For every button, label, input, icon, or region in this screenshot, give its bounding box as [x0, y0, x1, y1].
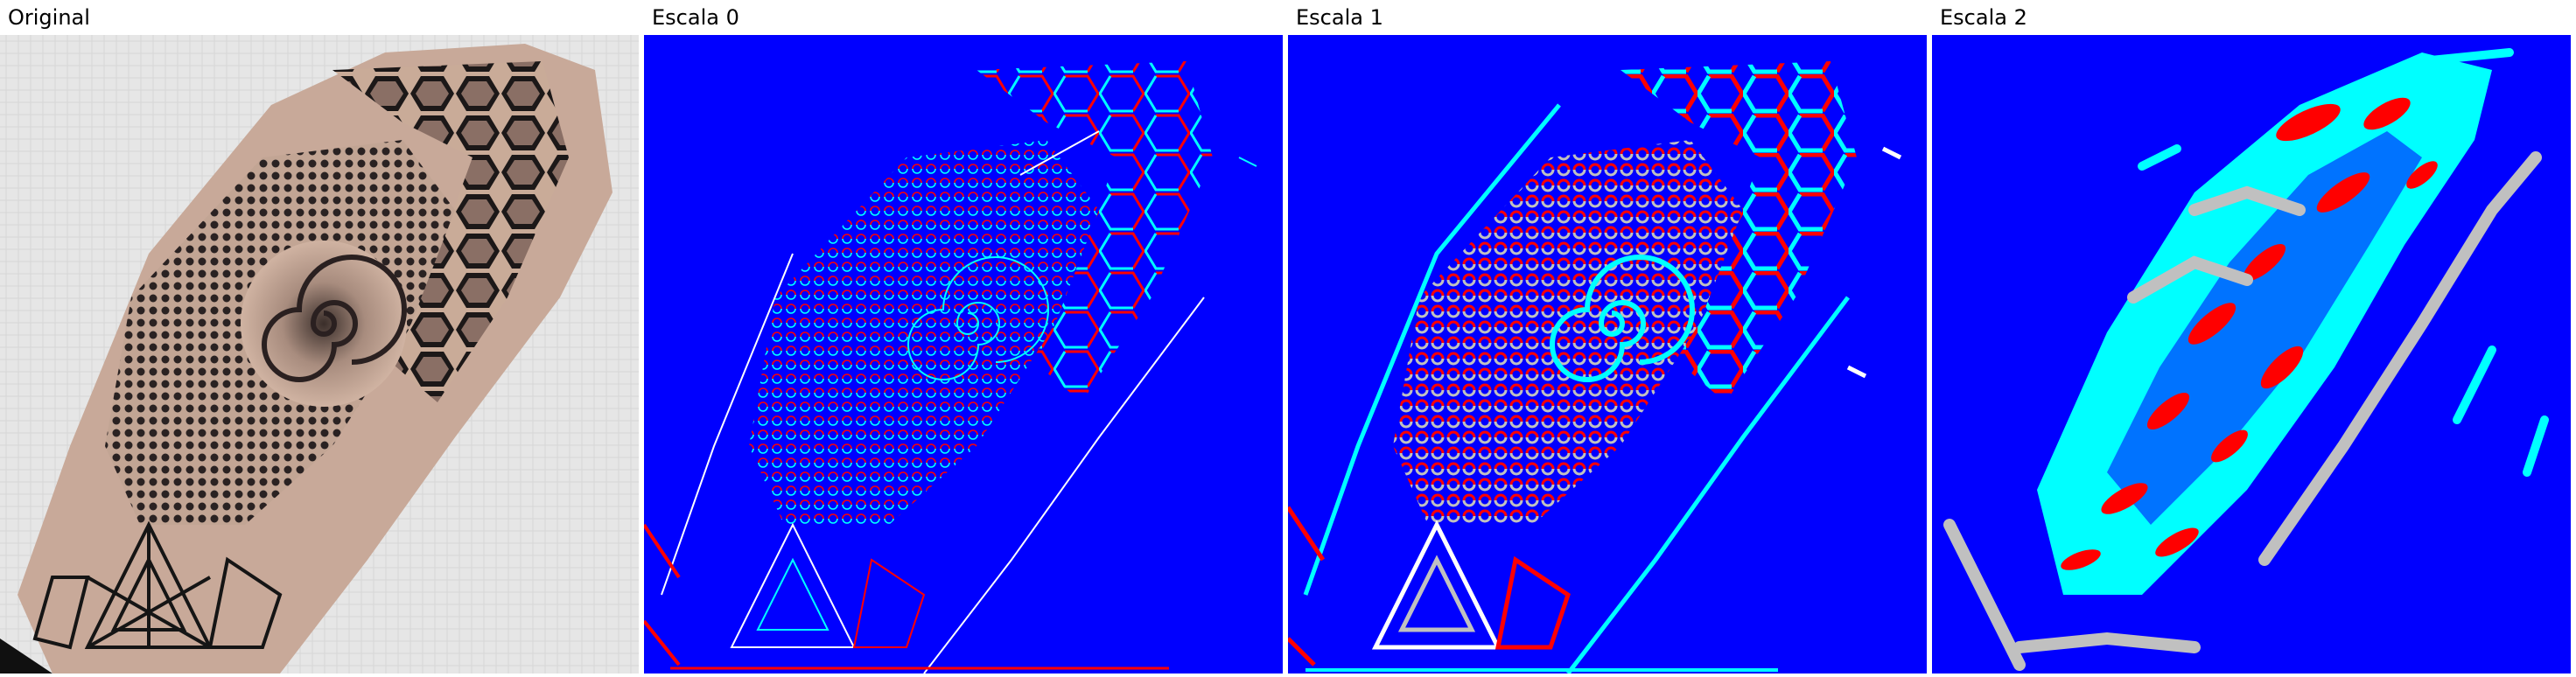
panel-label-original: Original [8, 5, 90, 30]
panel-label-scale-2: Escala 2 [1940, 5, 2027, 30]
edge-map-scale-2 [1932, 35, 2571, 674]
panel-label-scale-0: Escala 0 [652, 5, 739, 30]
panel-original: Original [0, 0, 644, 677]
panel-scale-2: Escala 2 [1932, 0, 2576, 677]
panel-label-scale-1: Escala 1 [1296, 5, 1383, 30]
edge-map-scale-1 [1288, 35, 1927, 674]
edge-map-scale-0 [644, 35, 1283, 674]
panel-scale-0: Escala 0 [644, 0, 1288, 677]
original-photo [0, 35, 639, 674]
panel-scale-1: Escala 1 [1288, 0, 1932, 677]
